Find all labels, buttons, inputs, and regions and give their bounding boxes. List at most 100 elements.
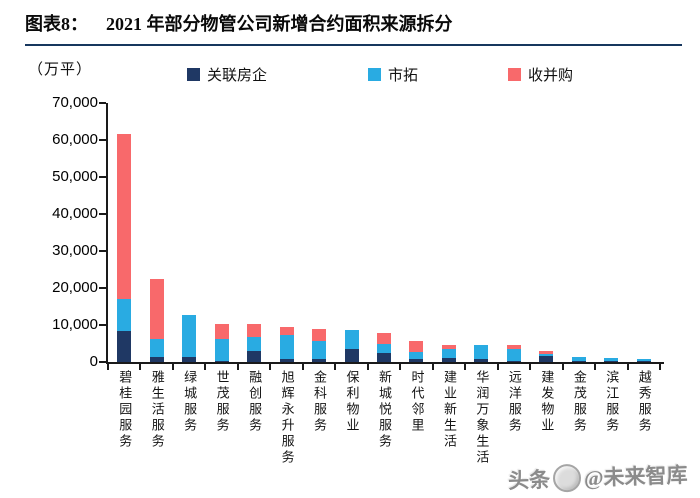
bar-segment-市拓 xyxy=(441,349,456,358)
x-axis-line xyxy=(106,362,664,364)
bar-segment-关联房企 xyxy=(377,353,391,362)
stacked-bar-华润万象生活 xyxy=(474,103,489,362)
stacked-bar-建发物业 xyxy=(539,103,554,362)
legend-swatch-merger-acquisition xyxy=(508,68,521,81)
x-axis-label: 建发物业 xyxy=(539,370,555,434)
bar-segment-关联房企 xyxy=(279,358,294,362)
x-axis-label: 旭辉永升服务 xyxy=(279,370,295,466)
x-axis-label: 碧桂园服务 xyxy=(117,370,133,450)
bar-segment-收并购 xyxy=(149,278,164,340)
legend-label-merger-acquisition: 收并购 xyxy=(528,68,574,84)
y-tick-label: 40,000 xyxy=(52,205,98,222)
bar-segment-收并购 xyxy=(539,350,554,354)
y-tick-label: 70,000 xyxy=(52,94,98,111)
bar-segment-市拓 xyxy=(506,349,521,361)
x-axis-tick xyxy=(626,364,629,370)
stacked-bar-保利物业 xyxy=(344,103,359,362)
bar-segment-关联房企 xyxy=(604,361,619,362)
bar-segment-关联房企 xyxy=(506,360,521,362)
bar-segment-收并购 xyxy=(441,344,456,350)
legend-item-market-expansion: 市拓 xyxy=(368,64,418,85)
stacked-bar-雅生活服务 xyxy=(149,103,164,362)
bar-segment-市拓 xyxy=(377,343,391,354)
bar-segment-收并购 xyxy=(377,332,391,344)
bar-segment-市拓 xyxy=(571,356,586,361)
y-axis-line xyxy=(106,103,108,364)
x-axis-tick xyxy=(399,364,402,370)
bar-segment-市拓 xyxy=(117,299,132,331)
legend-label-related-developer: 关联房企 xyxy=(207,68,268,84)
y-axis-tick xyxy=(99,102,106,104)
x-axis-tick xyxy=(464,364,467,370)
stacked-bar-越秀服务 xyxy=(636,103,651,362)
x-axis-label: 华润万象生活 xyxy=(474,370,490,466)
y-axis-tick xyxy=(99,324,106,326)
stacked-bar-碧桂园服务 xyxy=(117,103,132,362)
x-axis-label: 金茂服务 xyxy=(571,370,587,434)
watermark-suffix: @未来智库 xyxy=(584,462,689,491)
y-axis-tick xyxy=(99,176,106,178)
x-axis-tick xyxy=(529,364,532,370)
x-axis-label: 金科服务 xyxy=(312,370,328,434)
bar-segment-市拓 xyxy=(344,329,359,350)
bar-segment-市拓 xyxy=(214,339,229,361)
bar-segment-市拓 xyxy=(149,339,164,358)
bar-segment-关联房企 xyxy=(344,349,359,362)
x-axis-tick xyxy=(431,364,434,370)
chart-title-tag: 图表8： xyxy=(25,14,88,34)
x-axis-label: 融创服务 xyxy=(247,370,263,434)
bar-segment-市拓 xyxy=(604,357,619,362)
watermark: 头条 @未来智库 xyxy=(508,459,688,495)
legend-swatch-related-developer xyxy=(187,68,200,81)
bar-segment-收并购 xyxy=(279,327,294,336)
legend-item-related-developer: 关联房企 xyxy=(187,64,267,85)
x-axis-label: 绿城服务 xyxy=(182,370,198,434)
x-axis-tick xyxy=(107,364,109,370)
x-axis-tick xyxy=(139,364,142,370)
bar-segment-关联房企 xyxy=(182,356,197,362)
y-tick-label: 20,000 xyxy=(52,279,98,296)
bar-segment-收并购 xyxy=(247,324,262,337)
stacked-bar-旭辉永升服务 xyxy=(279,103,294,362)
y-tick-label: 10,000 xyxy=(52,316,98,333)
x-axis-label: 世茂服务 xyxy=(214,370,230,434)
x-axis-tick xyxy=(301,364,304,370)
watermark-prefix: 头条 xyxy=(508,467,551,494)
stacked-bar-新城悦服务 xyxy=(377,103,391,362)
bar-segment-市拓 xyxy=(474,344,489,359)
bar-segment-关联房企 xyxy=(636,360,651,362)
x-axis-tick xyxy=(204,364,207,370)
bar-segment-关联房企 xyxy=(441,357,456,362)
x-axis-label: 时代邻里 xyxy=(409,370,425,434)
x-axis-tick xyxy=(269,364,272,370)
x-axis-tick xyxy=(659,364,661,370)
bar-segment-关联房企 xyxy=(117,330,132,362)
chart-title: 图表8： 2021 年部分物管公司新增合约面积来源拆分 xyxy=(25,10,685,36)
y-tick-label: 30,000 xyxy=(52,242,98,259)
stacked-bar-滨江服务 xyxy=(604,103,619,362)
bar-segment-收并购 xyxy=(409,341,424,352)
bar-segment-收并购 xyxy=(117,133,132,300)
legend-label-market-expansion: 市拓 xyxy=(388,68,419,84)
y-tick-label: 50,000 xyxy=(52,168,98,185)
x-axis-label: 雅生活服务 xyxy=(149,370,165,450)
legend-item-merger-acquisition: 收并购 xyxy=(508,64,573,85)
x-axis-label: 新城悦服务 xyxy=(377,370,392,450)
x-axis-tick xyxy=(561,364,564,370)
bar-segment-关联房企 xyxy=(539,355,554,362)
x-axis-label: 保利物业 xyxy=(344,370,360,434)
bar-segment-关联房企 xyxy=(571,360,586,362)
y-axis-unit-label: （万平） xyxy=(28,62,93,78)
x-axis-tick xyxy=(236,364,239,370)
bar-segment-市拓 xyxy=(312,340,327,360)
stacked-bar-金茂服务 xyxy=(571,103,586,362)
chart-title-text: 2021 年部分物管公司新增合约面积来源拆分 xyxy=(106,14,453,34)
bar-segment-市拓 xyxy=(247,336,262,351)
stacked-bar-时代邻里 xyxy=(409,103,424,362)
x-axis-tick xyxy=(594,364,597,370)
y-axis-tick xyxy=(99,361,106,363)
bar-segment-关联房企 xyxy=(149,357,164,362)
stacked-bar-绿城服务 xyxy=(182,103,197,362)
y-tick-label: 0 xyxy=(89,353,98,370)
